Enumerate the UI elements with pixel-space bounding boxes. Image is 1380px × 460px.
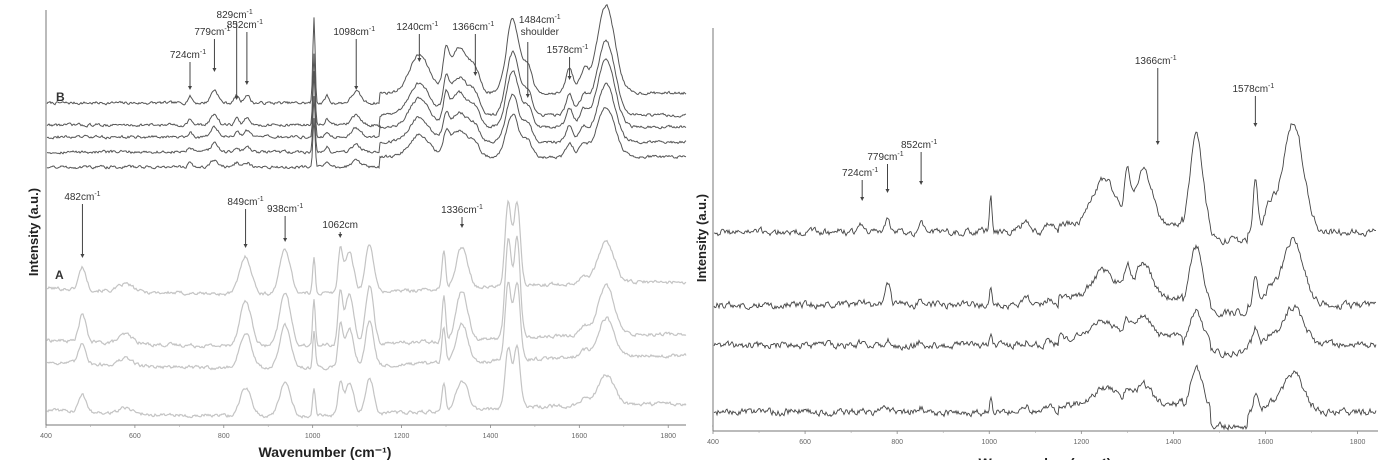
- left-y-axis-label: Intensity (a.u.): [26, 188, 41, 276]
- arrowhead-icon: [354, 86, 359, 90]
- peak-label: 849cm-1: [227, 196, 263, 208]
- arrowhead-icon: [567, 76, 572, 80]
- peak-label: 852cm-1: [901, 139, 937, 151]
- arrowhead-icon: [1253, 123, 1258, 127]
- x-tick-label: 400: [707, 439, 719, 446]
- spectrum-b-3: [46, 58, 687, 140]
- x-tick-label: 600: [799, 439, 811, 446]
- arrowhead-icon: [234, 96, 239, 100]
- peak-label: 1484cm-1: [519, 14, 561, 26]
- spectrum-a-4: [46, 343, 687, 419]
- x-tick-label: 600: [129, 433, 141, 440]
- right-x-axis-label: Wavenumber (cm⁻¹): [979, 455, 1112, 460]
- peak-label: 1336cm-1: [441, 204, 483, 216]
- arrowhead-icon: [417, 58, 422, 62]
- peak-label: 1578cm-1: [1232, 83, 1274, 95]
- peak-label: 779cm-1: [194, 26, 230, 38]
- spectrum-right-1: [714, 123, 1376, 246]
- right-x-ticks: 400 600 800 1000 1200 1400 1600 1800: [707, 431, 1366, 446]
- x-tick-label: 1200: [394, 433, 410, 440]
- x-tick-label: 1000: [981, 439, 997, 446]
- group-b-spectra: [46, 4, 687, 170]
- arrowhead-icon: [473, 72, 478, 76]
- group-a-tag: A: [55, 268, 64, 282]
- spectrum-a-2: [46, 235, 687, 349]
- right-spectra-panel: 400 600 800 1000 1200 1400 1600 1800 724cm-1 779…: [694, 28, 1378, 460]
- arrowhead-icon: [885, 189, 890, 193]
- peak-label: 1098cm-1: [333, 26, 375, 38]
- spectrum-right-2: [713, 236, 1377, 318]
- right-y-axis-label: Intensity (a.u.): [694, 194, 709, 282]
- arrowhead-icon: [338, 234, 343, 238]
- peak-label: 724cm-1: [842, 167, 878, 179]
- group-a-spectra: [46, 199, 687, 419]
- spectrum-right-3: [713, 303, 1377, 359]
- arrowhead-icon: [283, 238, 288, 242]
- x-tick-label: 1000: [305, 433, 321, 440]
- group-b-tag: B: [56, 90, 65, 104]
- x-tick-label: 1800: [660, 433, 676, 440]
- peak-label: 852cm-1: [227, 19, 263, 31]
- x-tick-label: 1200: [1074, 439, 1090, 446]
- spectrum-b-1: [46, 4, 687, 106]
- x-tick-label: 1800: [1350, 439, 1366, 446]
- peak-label: 1366cm-1: [1135, 55, 1177, 67]
- spectrum-b-5: [46, 107, 687, 170]
- spectrum-a-3: [46, 281, 687, 371]
- arrowhead-icon: [188, 86, 192, 90]
- peak-label: 779cm-1: [867, 151, 903, 163]
- arrowhead-icon: [244, 81, 249, 85]
- left-spectra-panel: 400 600 800 1000 1200 1400 1600 1800 724cm-1 779…: [26, 4, 713, 460]
- arrowhead-icon: [919, 181, 924, 185]
- right-spectra: [713, 123, 1377, 431]
- arrowhead-icon: [860, 197, 865, 201]
- x-tick-label: 1400: [1166, 439, 1182, 446]
- x-tick-label: 800: [218, 433, 230, 440]
- arrowhead-icon: [243, 244, 248, 248]
- peak-label: shoulder: [521, 27, 560, 38]
- x-tick-label: 1600: [572, 433, 588, 440]
- spectrum-b-2: [46, 39, 687, 128]
- x-tick-label: 400: [40, 433, 52, 440]
- peak-label: 1062cm: [322, 220, 358, 231]
- peak-label: 724cm-1: [170, 49, 206, 61]
- arrowhead-icon: [212, 68, 217, 72]
- arrowhead-icon: [80, 254, 85, 258]
- x-tick-label: 1600: [1258, 439, 1274, 446]
- spectrum-b-4: [46, 82, 687, 155]
- x-tick-label: 1400: [483, 433, 499, 440]
- spectrum-a-1: [46, 199, 687, 297]
- left-x-ticks: 400 600 800 1000 1200 1400 1600 1800: [40, 425, 713, 440]
- peak-label: 829cm-1: [217, 9, 253, 21]
- peak-label: 1578cm-1: [547, 44, 589, 56]
- arrowhead-icon: [525, 94, 530, 98]
- left-x-axis-label: Wavenumber (cm⁻¹): [259, 444, 392, 460]
- arrowhead-icon: [1155, 141, 1160, 145]
- arrowhead-icon: [460, 224, 464, 228]
- peak-label: 1240cm-1: [396, 21, 438, 33]
- x-tick-label: 800: [891, 439, 903, 446]
- peak-label: 1366cm-1: [452, 21, 494, 33]
- peak-label: 938cm-1: [267, 203, 303, 215]
- spectrum-right-4: [713, 364, 1377, 431]
- peak-label: 482cm-1: [64, 191, 100, 203]
